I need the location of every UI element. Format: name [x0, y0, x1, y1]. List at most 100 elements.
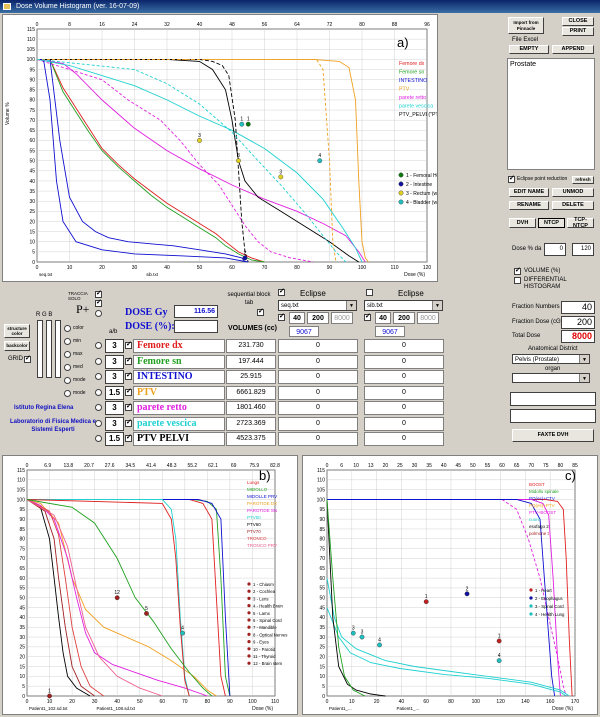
append-button[interactable]: APPEND — [552, 45, 594, 54]
structure-radio[interactable] — [95, 342, 102, 349]
dvh-curve — [37, 58, 265, 263]
eclipse1-checkbox[interactable] — [278, 287, 285, 296]
ab-input[interactable]: 3 — [105, 401, 124, 415]
anatomical-select[interactable]: Pelvis (Prostate) — [512, 354, 590, 364]
structure-checkbox[interactable] — [125, 387, 132, 396]
grid-checkbox[interactable] — [24, 354, 31, 363]
close-button[interactable]: CLOSE — [562, 17, 594, 26]
structure-radio[interactable] — [95, 419, 102, 427]
eclipse1-value: 0 — [278, 401, 358, 415]
unmod-button[interactable]: UNMOD — [552, 188, 594, 197]
print-button[interactable]: PRINT — [562, 27, 594, 36]
color-option-radio[interactable] — [64, 390, 71, 397]
file2-fractions[interactable]: 40 — [375, 312, 391, 324]
x-tick-label: 100 — [472, 699, 481, 705]
ab-input[interactable]: 1.5 — [105, 432, 124, 446]
structure-radio[interactable] — [95, 357, 102, 365]
eclipse2-value: 0 — [364, 416, 444, 431]
ab-input[interactable]: 3 — [105, 370, 124, 384]
dose-to-input[interactable]: 120 — [572, 243, 594, 256]
differential-checkbox[interactable] — [514, 277, 521, 284]
fraction-dose-input[interactable]: 200 — [561, 316, 595, 329]
legend-entry: BOOST — [529, 482, 545, 487]
color-option-radio[interactable] — [64, 364, 71, 371]
ab-input[interactable]: 3 — [105, 416, 124, 431]
file2-dose[interactable]: 200 — [393, 312, 415, 324]
slider-r[interactable] — [37, 320, 43, 378]
dose-from-input[interactable]: 0 — [544, 243, 566, 256]
empty-button[interactable]: EMPTY — [509, 45, 549, 54]
top-tick-label: 24 — [132, 22, 138, 28]
structure-name: parete vescica — [133, 416, 225, 431]
ab-input[interactable]: 3 — [105, 339, 124, 353]
ab-input[interactable]: 1.5 — [105, 385, 124, 400]
structure-checkbox[interactable] — [125, 340, 132, 349]
file1-select[interactable]: seq.txt — [278, 300, 357, 311]
edit-name-button[interactable]: EDIT NAME — [509, 188, 549, 197]
ab-input[interactable]: 3 — [105, 354, 124, 369]
structure-radio[interactable] — [95, 388, 102, 396]
note-field-2[interactable] — [510, 409, 596, 423]
tcp-ntcp-button[interactable]: TCP-NTCP — [567, 217, 594, 229]
color-option-radio[interactable] — [64, 351, 71, 358]
ntcp-marker-label: 4 — [498, 653, 501, 659]
delete-button[interactable]: DELETE — [552, 201, 594, 210]
color-option-radio[interactable] — [64, 338, 71, 345]
structure-radio[interactable] — [95, 435, 102, 442]
structure-radio[interactable] — [95, 404, 102, 411]
rename-button[interactable]: RENAME — [509, 201, 549, 210]
top-tick-label: 48.3 — [167, 463, 177, 469]
slider-g[interactable] — [46, 320, 52, 378]
structure-listbox[interactable]: Prostate — [507, 58, 595, 170]
refresh-button[interactable]: refresh — [572, 176, 594, 184]
faxte-dvh-button[interactable]: FAXTE DVH — [512, 429, 594, 442]
note-field-1[interactable] — [510, 392, 596, 406]
sequential-checkbox[interactable] — [257, 307, 264, 316]
structure-checkbox[interactable] — [125, 402, 132, 411]
structure-checkbox[interactable] — [125, 418, 132, 427]
file2-checkbox[interactable] — [364, 312, 371, 321]
file2-select[interactable]: sib.txt — [364, 300, 443, 311]
file1-checkbox[interactable] — [278, 312, 285, 321]
eclipse-reduction-checkbox[interactable] — [508, 174, 515, 183]
dose-pct-input[interactable] — [174, 320, 218, 333]
listbox-item[interactable]: Prostate — [510, 61, 537, 68]
dvh-curve — [327, 499, 556, 697]
y-tick-label: 5 — [22, 684, 25, 690]
top-tick-label: 40 — [441, 463, 447, 469]
file1-dose[interactable]: 200 — [307, 312, 329, 324]
ntcp-marker — [114, 595, 120, 601]
file2-total[interactable]: 8000 — [417, 312, 439, 324]
traccia-checkbox-2[interactable] — [95, 298, 102, 307]
structure-color-button[interactable]: structure color — [4, 324, 30, 338]
import-button[interactable]: Import from Pinnacle — [508, 17, 544, 34]
traccia-checkbox-1[interactable] — [95, 289, 102, 298]
structure-checkbox[interactable] — [125, 356, 132, 365]
dvh-button[interactable]: DVH — [509, 218, 536, 228]
backcolor-button[interactable]: backcolor — [4, 341, 30, 351]
structure-checkbox[interactable] — [125, 371, 132, 380]
structure-checkbox[interactable] — [125, 433, 132, 442]
ntcp-button[interactable]: NTCP — [538, 218, 565, 228]
fraction-numbers-input[interactable]: 40 — [561, 301, 595, 314]
file1-total[interactable]: 8000 — [331, 312, 353, 324]
organ-select[interactable] — [512, 373, 590, 383]
eclipse2-checkbox[interactable] — [366, 289, 373, 296]
structure-radio[interactable] — [95, 373, 102, 380]
total-dose-input[interactable]: 8000 — [561, 330, 595, 343]
top-tick-label: 50 — [470, 463, 476, 469]
color-option-radio[interactable] — [64, 325, 71, 332]
y-tick-label: 15 — [319, 664, 325, 670]
color-option-label: color — [73, 325, 84, 331]
color-option-radio[interactable] — [64, 377, 71, 384]
x-tick-label: 110 — [271, 699, 279, 705]
dose-gy-input[interactable]: 116.56 — [174, 305, 218, 318]
top-tick-label: 60 — [499, 463, 505, 469]
ntcp-marker — [236, 158, 241, 164]
volume-pct-checkbox[interactable] — [514, 266, 521, 275]
legend-entry: MIDOLLE PRV — [247, 494, 277, 499]
ntcp-marker — [278, 174, 284, 180]
file1-fractions[interactable]: 40 — [289, 312, 305, 324]
p-radio[interactable] — [95, 310, 102, 317]
slider-b[interactable] — [55, 320, 61, 378]
